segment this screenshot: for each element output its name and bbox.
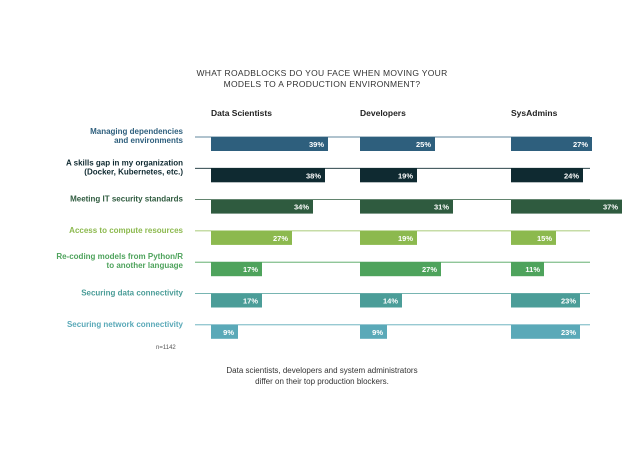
- bar: [360, 168, 417, 183]
- bar-value-label: 17%: [243, 297, 258, 306]
- bar-value-label: 23%: [561, 297, 576, 306]
- bar-value-label: 17%: [243, 265, 258, 274]
- chart-row: Securing data connectivity 17% 14% 23%: [81, 289, 590, 308]
- bar: [511, 324, 580, 339]
- row-label: Securing network connectivity: [67, 320, 184, 329]
- chart-caption-line: Data scientists, developers and system a…: [226, 366, 417, 375]
- bar: [360, 293, 402, 308]
- bar: [211, 262, 262, 277]
- row-label: Securing data connectivity: [81, 289, 183, 298]
- bar: [511, 262, 544, 277]
- bar: [360, 137, 435, 151]
- chart-row: A skills gap in my organization(Docker, …: [66, 158, 590, 183]
- bar: [360, 230, 417, 245]
- bar: [360, 199, 453, 214]
- bar-value-label: 9%: [223, 328, 234, 337]
- group-header: Developers: [360, 108, 406, 118]
- chart-caption: Data scientists, developers and system a…: [226, 366, 417, 386]
- bar: [211, 199, 313, 214]
- bar: [211, 137, 328, 151]
- row-label: Access to compute resources: [69, 226, 183, 235]
- chart-row: Access to compute resources 27% 19% 15%: [69, 226, 590, 245]
- group-headers: Data Scientists Developers SysAdmins: [211, 108, 558, 118]
- row-label: (Docker, Kubernetes, etc.): [84, 167, 183, 176]
- bar: [211, 230, 292, 245]
- bar-value-label: 27%: [273, 234, 288, 243]
- sample-size-note: n=1142: [156, 345, 176, 351]
- chart-row: Re-coding models from Python/Rto another…: [56, 252, 590, 277]
- bar: [211, 324, 238, 339]
- chart-caption-line: differ on their top production blockers.: [255, 377, 389, 386]
- bar-value-label: 27%: [573, 140, 588, 149]
- bar: [211, 293, 262, 308]
- bar-value-label: 11%: [525, 265, 540, 274]
- row-label: to another language: [107, 261, 184, 270]
- bar-value-label: 19%: [398, 234, 413, 243]
- bar: [360, 324, 387, 339]
- bar: [211, 168, 325, 183]
- row-label: A skills gap in my organization: [66, 158, 183, 167]
- bar: [511, 293, 580, 308]
- bar: [511, 199, 622, 214]
- bar-value-label: 9%: [372, 328, 383, 337]
- bar-value-label: 19%: [398, 171, 413, 180]
- group-header: SysAdmins: [511, 108, 558, 118]
- chart-row: Meeting IT security standards 34% 31% 37%: [70, 195, 622, 214]
- bar-value-label: 15%: [537, 234, 552, 243]
- bar-value-label: 34%: [294, 203, 309, 212]
- bar: [360, 262, 441, 277]
- row-label: and environments: [114, 136, 183, 145]
- bar-value-label: 31%: [434, 203, 449, 212]
- chart-title: WHAT ROADBLOCKS DO YOU FACE WHEN MOVING …: [196, 68, 447, 89]
- row-label: Managing dependencies: [90, 127, 183, 136]
- bar: [511, 168, 583, 183]
- bar-value-label: 37%: [603, 203, 618, 212]
- bar-value-label: 25%: [416, 140, 431, 149]
- chart-title-line: WHAT ROADBLOCKS DO YOU FACE WHEN MOVING …: [196, 68, 447, 78]
- bar: [511, 137, 592, 151]
- bar: [511, 230, 556, 245]
- bar-value-label: 14%: [383, 297, 398, 306]
- bar-value-label: 23%: [561, 328, 576, 337]
- bar-value-label: 24%: [564, 171, 579, 180]
- row-label: Re-coding models from Python/R: [56, 252, 183, 261]
- chart-title-line: MODELS TO A PRODUCTION ENVIRONMENT?: [224, 79, 421, 89]
- bar-value-label: 39%: [309, 140, 324, 149]
- bar-value-label: 27%: [422, 265, 437, 274]
- bar-value-label: 38%: [306, 171, 321, 180]
- chart-row: Securing network connectivity 9% 9% 23%: [67, 320, 590, 339]
- group-header: Data Scientists: [211, 108, 272, 118]
- row-label: Meeting IT security standards: [70, 195, 183, 204]
